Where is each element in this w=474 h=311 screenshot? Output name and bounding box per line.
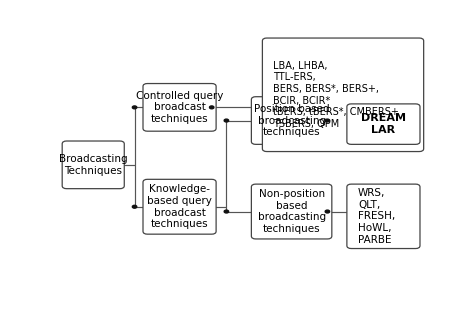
FancyBboxPatch shape [251, 184, 332, 239]
FancyBboxPatch shape [263, 38, 424, 151]
Text: DREAM
LAR: DREAM LAR [361, 113, 406, 135]
Text: Position based
broadcasting
techniques: Position based broadcasting techniques [254, 104, 329, 137]
FancyBboxPatch shape [347, 184, 420, 248]
Circle shape [132, 205, 137, 208]
Text: Non-position
based
broadcasting
techniques: Non-position based broadcasting techniqu… [257, 189, 326, 234]
FancyBboxPatch shape [62, 141, 124, 189]
Circle shape [132, 106, 137, 109]
Text: Controlled query
broadcast
techniques: Controlled query broadcast techniques [136, 91, 223, 124]
Circle shape [325, 210, 329, 213]
FancyBboxPatch shape [251, 97, 332, 144]
Circle shape [325, 119, 329, 122]
Text: Broadcasting
Techniques: Broadcasting Techniques [59, 154, 128, 176]
FancyBboxPatch shape [143, 84, 216, 131]
FancyBboxPatch shape [143, 179, 216, 234]
Text: LBA, LHBA,
TTL-ERS,
BERS, BERS*, BERS+,
BCIR, BCIR*
tBERS, tBERS*, CMBERS+
TSBER: LBA, LHBA, TTL-ERS, BERS, BERS*, BERS+, … [273, 61, 399, 129]
Text: WRS,
QLT,
FRESH,
HoWL,
PARBE: WRS, QLT, FRESH, HoWL, PARBE [358, 188, 395, 244]
Circle shape [210, 106, 214, 109]
Circle shape [224, 210, 228, 213]
Circle shape [224, 119, 228, 122]
Text: Knowledge-
based query
broadcast
techniques: Knowledge- based query broadcast techniq… [147, 184, 212, 229]
FancyBboxPatch shape [347, 104, 420, 144]
